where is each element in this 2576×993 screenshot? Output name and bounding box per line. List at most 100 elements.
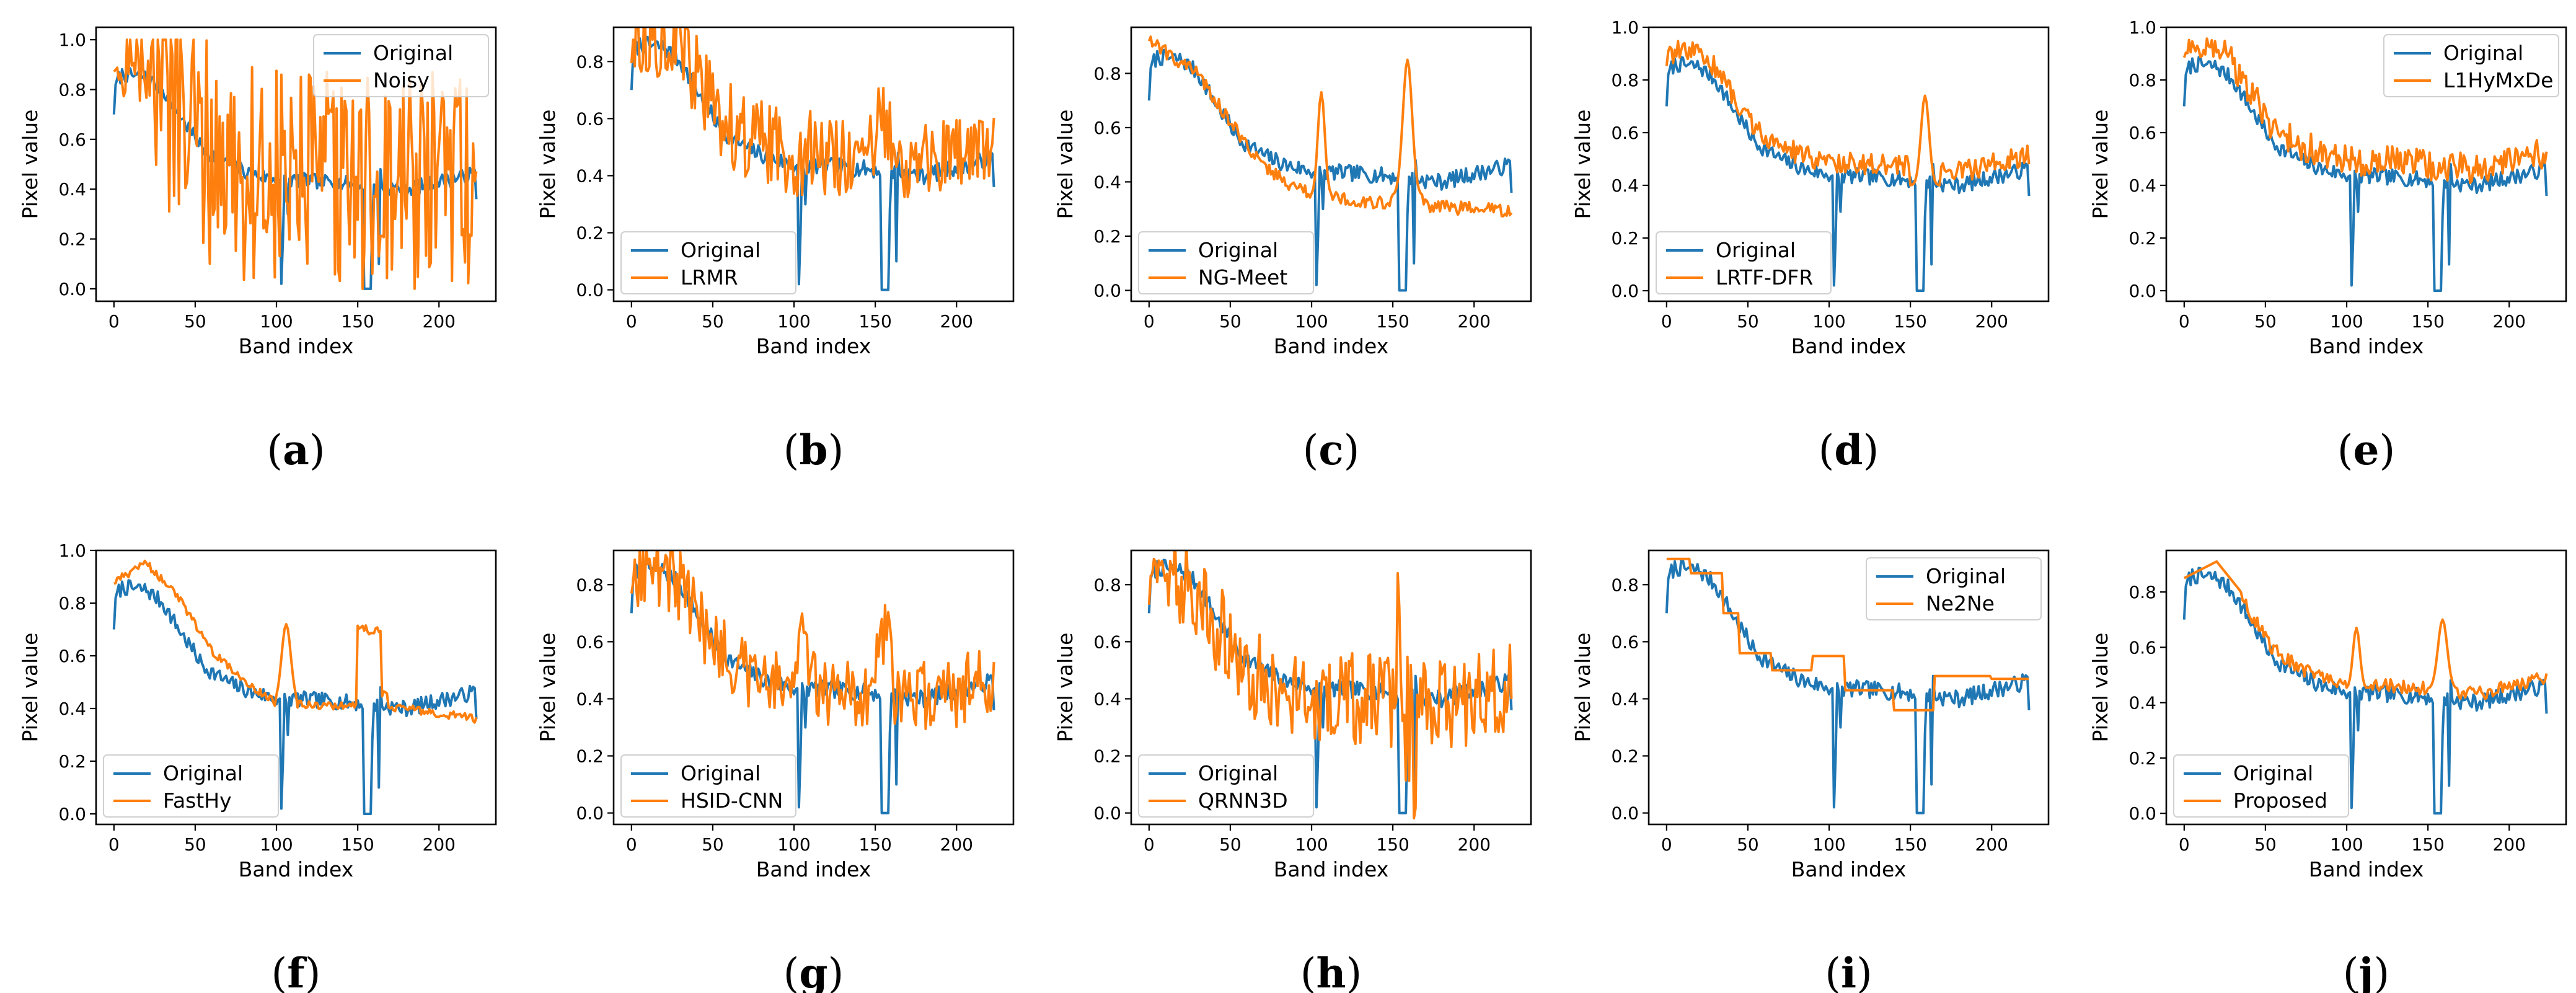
x-tick-label: 150 [1894,311,1926,332]
y-tick-label: 0.0 [1093,280,1121,301]
y-tick-label: 0.2 [1093,746,1121,767]
y-tick-label: 0.8 [58,593,86,614]
x-tick-label: 150 [858,311,891,332]
caption-paren-open: ( [2337,426,2353,474]
caption-paren-open: ( [1819,426,1835,474]
series-h-line [1147,550,1513,819]
legend: Original Proposed [2173,754,2349,818]
series-original-line [1665,558,2031,814]
subplot-d: 0 50 100 150 200 0.0 0.2 0.4 0.6 0.8 1.0 Band index… [1571,17,2050,474]
x-tick-label: 150 [341,311,374,332]
y-axis-label: Pixel value [536,633,560,743]
y-axis-label: Pixel value [536,110,560,219]
x-tick-label: 200 [1975,311,2008,332]
legend-original-label: Original [681,761,761,785]
subplot-g: 0 50 100 150 200 0.0 0.2 0.4 0.6 0.8 Band index Pix… [536,549,1015,993]
y-tick-label: 1.0 [58,30,86,50]
y-tick-label: 0.4 [1093,689,1121,709]
x-tick-label: 100 [2330,311,2363,332]
y-tick-label: 0.6 [1611,123,1639,143]
caption-paren-close: ) [2373,950,2389,993]
caption-paren-close: ) [1346,950,1362,993]
caption-paren-close: ) [305,950,321,993]
x-tick-label: 50 [184,311,206,332]
legend: Original LRTF-DFR [1656,231,1832,294]
x-tick-label: 50 [184,834,206,855]
axes-frame [612,26,1015,302]
series-original-line [1665,56,2031,292]
y-tick-label: 0.0 [576,280,604,301]
series-c-line [1147,35,1513,218]
caption-paren-close: ) [2380,426,2396,474]
x-axis-label: Band index [1274,334,1389,358]
x-tick-label: 50 [2254,834,2277,855]
x-tick-label: 200 [1458,311,1491,332]
caption: (g) [783,949,844,993]
x-tick-label: 50 [1219,311,1242,332]
x-tick-label: 150 [1376,311,1409,332]
y-tick-label: 0.8 [1093,63,1121,84]
x-tick-label: 50 [1737,311,1759,332]
axes-frame [1647,26,2050,302]
x-tick-label: 200 [1975,834,2008,855]
legend-method-label: HSID-CNN [681,788,783,813]
x-tick-label: 0 [2179,311,2190,332]
y-tick-label: 0.6 [576,108,604,129]
x-tick-label: 150 [2411,834,2444,855]
caption-letter: c [1318,426,1343,474]
caption: (b) [783,426,844,474]
y-tick-label: 0.6 [1093,632,1121,652]
legend-method-label: FastHy [163,788,232,813]
legend: Original Ne2Ne [1866,557,2042,620]
series-i-line [1666,557,2029,712]
axes-frame [2165,26,2567,302]
caption: (j) [2343,949,2389,993]
x-axis-label: Band index [1791,334,1907,358]
caption-letter: f [287,949,307,993]
y-tick-label: 0.6 [1611,632,1639,652]
x-tick-label: 50 [1737,834,1759,855]
axes-frame [95,549,497,826]
y-axis-label: Pixel value [1571,633,1595,743]
caption-paren-open: ( [1300,950,1317,993]
y-tick-label: 0.0 [58,804,86,824]
x-axis-label: Band index [2309,334,2424,358]
x-tick-label: 0 [108,311,120,332]
y-axis-label: Pixel value [18,110,42,219]
legend-original-label: Original [163,761,243,785]
x-axis-label: Band index [1791,857,1907,881]
caption-letter: a [283,426,309,474]
legend-method-label: Proposed [2233,788,2327,813]
series-a-line [113,38,478,290]
y-tick-label: 0.2 [1611,746,1639,767]
y-tick-label: 0.6 [2128,637,2156,658]
y-tick-label: 0.0 [2128,803,2156,824]
caption-letter: e [2353,426,2380,474]
x-tick-label: 100 [1812,834,1845,855]
caption-letter: d [1834,426,1863,474]
series-d-line [1665,40,2031,187]
caption: (h) [1300,949,1362,993]
series-j-line [2183,560,2548,700]
caption-paren-open: ( [783,426,800,474]
x-tick-label: 0 [626,311,637,332]
x-tick-label: 50 [1219,834,1242,855]
y-tick-label: 0.2 [2128,228,2156,249]
legend-original-label: Original [681,238,761,262]
y-tick-label: 0.0 [1611,803,1639,824]
axes-frame [95,26,497,302]
y-tick-label: 0.4 [2128,175,2156,196]
y-tick-label: 0.2 [58,751,86,772]
legend-method-label: LRTF-DFR [1716,265,1813,289]
x-tick-label: 150 [341,834,374,855]
y-axis-label: Pixel value [1053,110,1077,219]
x-tick-label: 0 [1144,834,1155,855]
caption-paren-close: ) [1856,950,1872,993]
x-tick-label: 50 [702,311,724,332]
x-tick-label: 50 [2254,311,2277,332]
caption-letter: b [799,426,827,474]
legend-method-label: QRNN3D [1198,788,1288,813]
legend-original-label: Original [2443,41,2523,65]
y-tick-label: 0.0 [1611,281,1639,301]
